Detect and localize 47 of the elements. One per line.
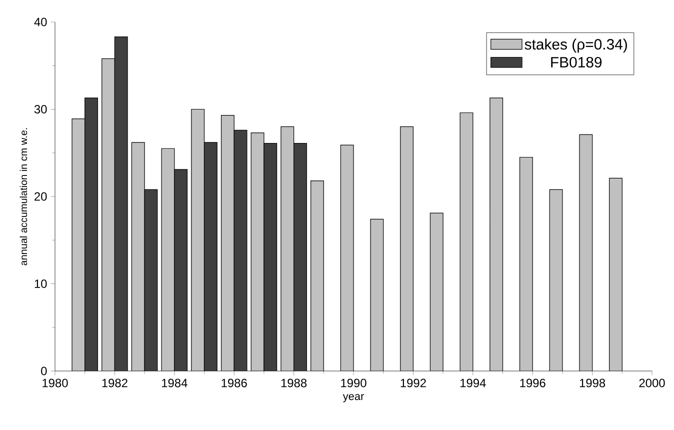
bar	[234, 130, 247, 371]
x-tick-label: 1982	[102, 378, 128, 388]
x-tick-label: 1994	[460, 378, 486, 388]
y-axis-title: annual accumulation in cm w.e.	[20, 128, 28, 266]
x-tick-label: 1988	[281, 378, 307, 388]
y-tick-label: 10	[34, 280, 47, 288]
y-tick-label: 30	[34, 105, 47, 114]
bar	[144, 190, 158, 371]
bar	[251, 132, 264, 371]
bar	[132, 142, 145, 371]
bar	[520, 157, 533, 371]
bar	[174, 169, 188, 371]
x-tick-label: 1984	[162, 378, 188, 388]
bar	[550, 190, 562, 371]
bar	[340, 145, 354, 371]
bar	[72, 118, 85, 371]
bar	[609, 178, 622, 371]
bar	[191, 109, 204, 371]
y-tick-label: 40	[34, 18, 47, 26]
bar	[310, 180, 324, 371]
legend-label: stakes (ρ=0.34)	[524, 38, 627, 53]
bar	[264, 143, 277, 371]
x-tick-label: 1986	[222, 378, 247, 388]
legend-label: FB0189	[551, 56, 602, 68]
bar	[114, 36, 128, 371]
bar	[430, 213, 444, 371]
bar	[579, 134, 592, 371]
x-tick-label: 2000	[639, 378, 665, 388]
bar	[221, 115, 234, 371]
bar	[84, 98, 98, 371]
x-axis-title: year	[342, 394, 364, 402]
bar	[294, 142, 307, 371]
bar	[490, 98, 503, 371]
bar	[204, 142, 218, 371]
x-tick-label: 1990	[341, 378, 366, 388]
bar	[400, 126, 414, 371]
bar	[102, 58, 115, 371]
x-tick-label: 1980	[42, 378, 68, 388]
x-tick-label: 1998	[580, 378, 606, 388]
x-tick-label: 1996	[520, 378, 546, 388]
bar	[280, 126, 294, 371]
bar	[370, 219, 384, 371]
x-tick-label: 1992	[400, 378, 426, 388]
y-tick-label: 20	[34, 192, 47, 201]
y-tick-label: 0	[41, 366, 47, 376]
bar	[162, 148, 174, 371]
bar	[460, 112, 473, 371]
